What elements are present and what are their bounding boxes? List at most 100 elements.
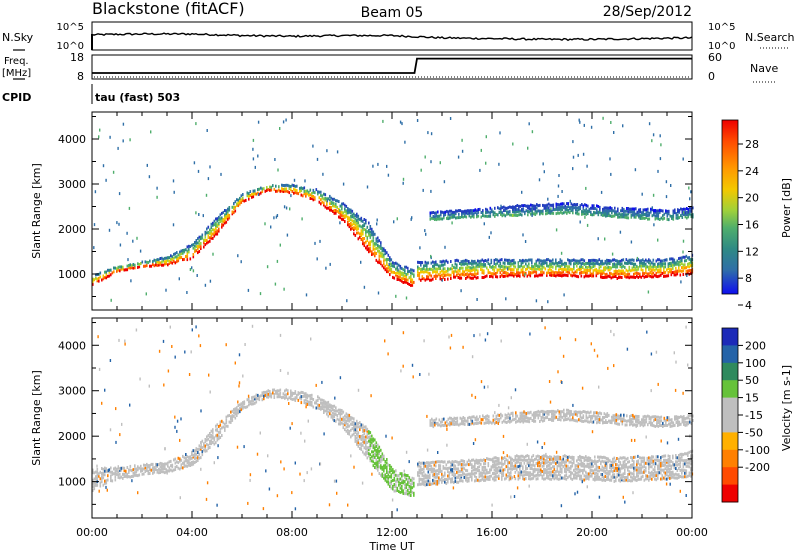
scatter-cell (637, 474, 640, 478)
scatter-cell (354, 233, 357, 237)
scatter-cell (435, 482, 437, 486)
scatter-cell (549, 473, 551, 477)
scatter-cell (537, 477, 539, 481)
scatter-cell (389, 481, 391, 485)
scatter-cell (551, 409, 553, 413)
scatter-cell (384, 264, 387, 268)
scatter-cell (380, 464, 382, 468)
scatter-cell (473, 422, 475, 426)
scatter-cell (456, 266, 458, 270)
scatter-cell (439, 464, 442, 468)
scatter-cell (146, 260, 148, 264)
scatter-cell (233, 408, 235, 412)
scatter-cell (570, 209, 573, 213)
scatter-cell (278, 188, 280, 192)
scatter-cell (676, 259, 679, 263)
scatter-cell (630, 213, 633, 217)
scatter-cell (624, 465, 626, 469)
scatter-cell (603, 271, 605, 275)
scatter-cell (465, 258, 467, 262)
scatter-cell (453, 419, 456, 423)
scatter-cell (558, 273, 560, 277)
scatter-cell (594, 268, 596, 272)
scatter-cell (507, 271, 509, 275)
scatter-cell (227, 215, 229, 219)
scatter-cell (222, 223, 225, 227)
scatter-cell (552, 470, 554, 474)
scatter-cell (198, 239, 201, 243)
scatter-cell (681, 471, 683, 475)
scatter-cell (628, 258, 631, 262)
scatter-cell (579, 268, 581, 272)
scatter-cell (660, 264, 662, 268)
scatter-cell (534, 411, 537, 414)
noise-right-tick-bottom: 10^0 (708, 41, 735, 52)
scatter-cell (657, 464, 659, 468)
scatter-cell (564, 207, 567, 211)
speckle-cell (657, 238, 659, 242)
scatter-cell (573, 412, 576, 416)
scatter-cell (420, 482, 422, 486)
scatter-cell (433, 475, 436, 479)
scatter-cell (603, 469, 605, 473)
scatter-cell (496, 261, 499, 265)
scatter-cell (105, 270, 108, 274)
scatter-cell (631, 258, 634, 262)
scatter-cell (588, 209, 591, 213)
speckle-cell (476, 298, 478, 301)
scatter-cell (606, 477, 608, 481)
scatter-cell (567, 408, 570, 412)
scatter-cell (499, 275, 502, 279)
scatter-cell (212, 428, 214, 432)
scatter-cell (523, 455, 526, 459)
scatter-cell (138, 473, 141, 477)
scatter-cell (454, 467, 457, 471)
scatter-cell (460, 459, 463, 463)
scatter-cell (523, 265, 526, 269)
speckle-cell (506, 267, 509, 271)
scatter-cell (571, 274, 574, 278)
scatter-cell (557, 208, 559, 212)
scatter-cell (395, 267, 397, 271)
scatter-cell (600, 261, 602, 265)
scatter-cell (631, 479, 634, 483)
scatter-cell (474, 259, 476, 263)
scatter-cell (469, 460, 472, 464)
scatter-cell (335, 406, 337, 410)
scatter-cell (372, 446, 375, 450)
scatter-cell (456, 263, 458, 267)
scatter-cell (504, 209, 507, 212)
scatter-cell (478, 459, 481, 463)
scatter-cell (436, 263, 439, 267)
scatter-cell (516, 419, 519, 423)
scatter-cell (659, 218, 661, 221)
scatter-cell (119, 476, 121, 480)
scatter-cell (579, 261, 581, 265)
scatter-cell (483, 259, 485, 263)
scatter-cell (359, 224, 361, 228)
scatter-cell (488, 418, 490, 422)
scatter-cell (531, 472, 533, 476)
scatter-cell (624, 213, 627, 217)
scatter-cell (102, 473, 105, 477)
scatter-cell (381, 264, 384, 268)
scatter-cell (574, 270, 577, 274)
scatter-cell (584, 410, 586, 414)
scatter-cell (575, 410, 577, 414)
speckle-cell (651, 206, 653, 210)
scatter-cell (225, 216, 228, 220)
scatter-cell (147, 464, 150, 468)
speckle-cell (555, 228, 558, 232)
scatter-cell (545, 410, 547, 414)
scatter-cell (555, 212, 558, 216)
scatter-cell (353, 428, 355, 432)
scatter-cell (658, 264, 661, 268)
scatter-cell (609, 214, 612, 218)
scatter-cell (573, 476, 575, 480)
scatter-cell (506, 206, 508, 210)
scatter-cell (499, 470, 502, 474)
scatter-cell (513, 205, 516, 209)
scatter-cell (293, 191, 295, 195)
scatter-cell (439, 460, 442, 464)
scatter-cell (285, 393, 288, 397)
